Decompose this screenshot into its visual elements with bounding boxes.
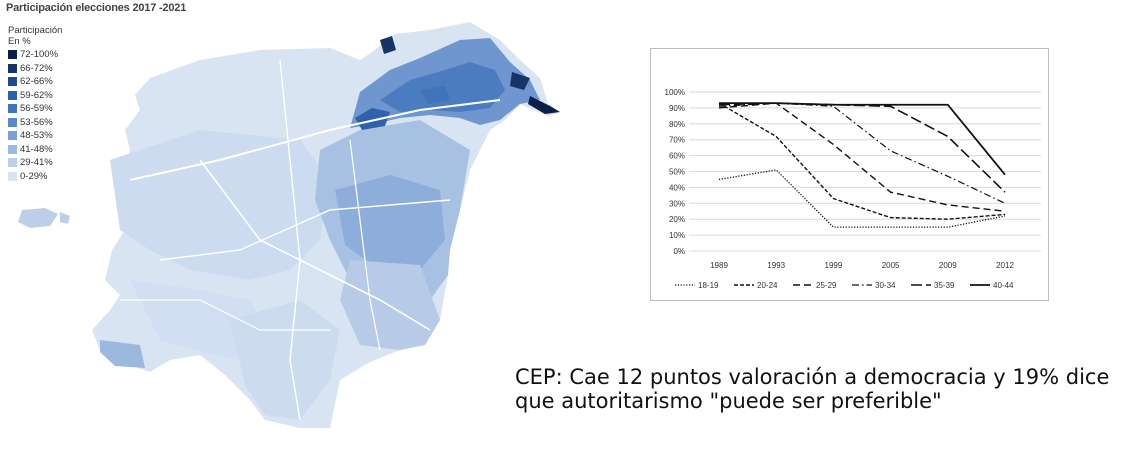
series-line-30-34 xyxy=(718,102,1006,204)
legend-item: 72-100% xyxy=(8,48,62,62)
x-tick-label: 1989 xyxy=(710,261,728,270)
series-line-18-19 xyxy=(718,169,1006,228)
y-tick-label: 10% xyxy=(669,231,685,240)
legend-item: 56-59% xyxy=(8,102,62,116)
line-chart: 0% 10% 20% 30% 40% 50% 60% 70% 80% 90% 100% 1989 199… xyxy=(650,48,1049,301)
map-title: Participación elecciones 2017 -2021 xyxy=(6,2,187,14)
legend-swatch xyxy=(8,90,17,100)
legend-swatch xyxy=(8,117,17,127)
legend-item: 59-62% xyxy=(8,89,62,103)
legend-item: 0-29% xyxy=(8,170,62,184)
x-tick-label: 1999 xyxy=(825,261,843,270)
legend-item: 41-48% xyxy=(8,143,62,157)
legend-item: 29-41% xyxy=(8,156,62,170)
legend-label-25-29: 25-29 xyxy=(816,281,837,290)
legend-item: 53-56% xyxy=(8,116,62,130)
series-line-40-44 xyxy=(719,102,1006,176)
legend-label-35-39: 35-39 xyxy=(934,281,955,290)
legend-label: 0-29% xyxy=(20,170,48,182)
x-tick-label: 2005 xyxy=(882,261,900,270)
legend-swatch xyxy=(8,77,17,87)
legend-label-30-34: 30-34 xyxy=(875,281,896,290)
legend-item: 48-53% xyxy=(8,129,62,143)
legend-swatch xyxy=(8,104,17,114)
legend-label: 41-48% xyxy=(20,143,53,155)
legend-swatch xyxy=(8,131,17,141)
x-tick-label: 1993 xyxy=(767,261,785,270)
legend-label: 72-100% xyxy=(20,49,59,61)
headline: CEP: Cae 12 puntos valoración a democrac… xyxy=(515,365,1110,413)
y-tick-label: 30% xyxy=(669,199,685,208)
legend-label-18-19: 18-19 xyxy=(698,281,719,290)
map-legend: Participación En % 72-100% 66-72% 62-66%… xyxy=(8,25,62,183)
y-tick-label: 60% xyxy=(669,152,685,161)
series-line-25-29 xyxy=(718,102,1006,212)
legend-swatch xyxy=(8,63,17,73)
y-tick-label: 0% xyxy=(673,247,685,256)
legend-title: Participación En % xyxy=(8,25,62,47)
legend-label: 56-59% xyxy=(20,103,53,115)
legend-label-40-44: 40-44 xyxy=(993,281,1014,290)
legend-label: 62-66% xyxy=(20,76,53,88)
legend-item: 62-66% xyxy=(8,75,62,89)
legend-swatch xyxy=(8,158,17,168)
choropleth-map xyxy=(18,22,560,428)
legend-label-20-24: 20-24 xyxy=(757,281,778,290)
legend-title-line1: Participación xyxy=(8,25,63,36)
legend-label: 53-56% xyxy=(20,116,53,128)
legend-title-line2: En % xyxy=(8,36,31,47)
series-line-20-24 xyxy=(718,102,1006,220)
legend-swatch xyxy=(8,171,17,181)
y-tick-label: 100% xyxy=(665,88,685,97)
legend-label: 29-41% xyxy=(20,157,53,169)
y-tick-label: 90% xyxy=(669,104,685,113)
legend-label: 59-62% xyxy=(20,89,53,101)
legend-swatch xyxy=(8,50,17,60)
y-tick-label: 70% xyxy=(669,136,685,145)
y-tick-label: 50% xyxy=(669,168,685,177)
legend-swatch xyxy=(8,144,17,154)
series-line-35-39 xyxy=(718,102,1006,193)
line-chart-svg: 0% 10% 20% 30% 40% 50% 60% 70% 80% 90% 100% 1989 199… xyxy=(665,88,1041,290)
x-tick-label: 2012 xyxy=(996,261,1014,270)
legend-label: 66-72% xyxy=(20,62,53,74)
legend-label: 48-53% xyxy=(20,130,53,142)
y-tick-label: 80% xyxy=(669,120,685,129)
map-city-area xyxy=(18,22,560,428)
legend-item: 66-72% xyxy=(8,62,62,76)
y-tick-label: 40% xyxy=(669,183,685,192)
y-tick-label: 20% xyxy=(669,215,685,224)
x-tick-label: 2009 xyxy=(939,261,957,270)
